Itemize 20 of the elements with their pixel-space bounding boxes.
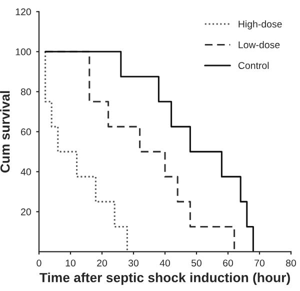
y-tick-label: 20 [21, 208, 31, 216]
legend-label: High-dose [238, 20, 282, 30]
x-tick-label: 80 [286, 260, 296, 266]
legend-label: Low-dose [238, 41, 280, 48]
y-tick-label: 120 [16, 8, 31, 16]
x-tick-label: 60 [223, 260, 234, 266]
legend-label: Control [238, 62, 269, 69]
x-tick-label: 40 [160, 260, 170, 266]
x-tick-label: 70 [254, 260, 265, 266]
y-tick-label: 40 [20, 168, 31, 176]
y-tick-label: 100 [16, 48, 31, 56]
x-axis-title: Time after septic shock induction (hour) [40, 272, 290, 285]
x-tick-label: 10 [66, 260, 76, 266]
x-tick-label: 0 [36, 260, 42, 266]
y-axis-title: Cum survival [0, 91, 10, 173]
x-tick-label: 20 [97, 260, 108, 266]
y-tick-label: 80 [20, 88, 31, 96]
y-tick-label: 60 [21, 128, 31, 136]
x-tick-label: 50 [191, 260, 202, 266]
x-tick-label: 30 [128, 260, 139, 266]
